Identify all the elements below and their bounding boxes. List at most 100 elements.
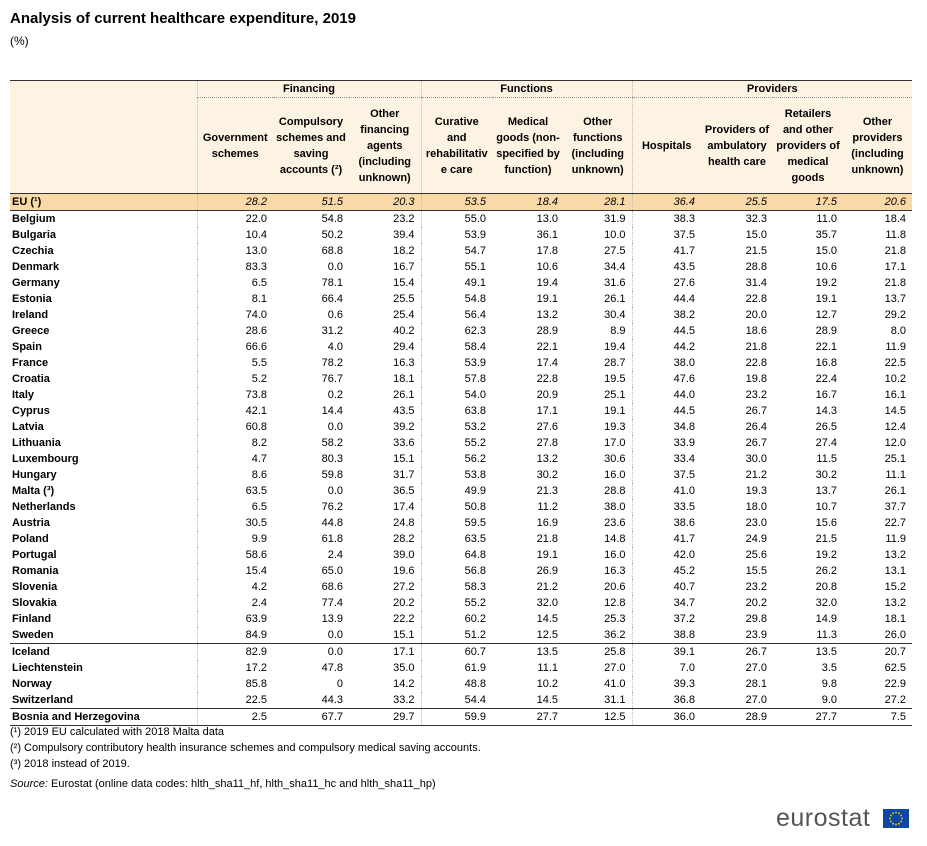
cell: 0.0	[327, 260, 343, 273]
cell: 21.8	[884, 276, 906, 289]
cell: 63.8	[420, 403, 492, 419]
cell: 15.2	[884, 580, 906, 593]
table-row: Latvia 60.8 0.0 39.2 53.2 27.6 19.3 34.8 26.4 26.…	[10, 419, 912, 435]
cell: 11.0	[773, 210, 843, 227]
cell: 84.9	[196, 627, 273, 644]
cell: 15.6	[815, 516, 837, 529]
column-header: Medical goods (non-specified by function…	[492, 97, 564, 194]
cell: 0.0	[327, 628, 343, 641]
cell: 19.3	[604, 420, 626, 433]
cell: 5.5	[196, 355, 273, 371]
cell: 31.6	[604, 276, 626, 289]
cell: 34.8	[631, 419, 701, 435]
cell: 19.1	[604, 404, 626, 417]
table-row: Luxembourg 4.7 80.3 15.1 56.2 13.2 30.6 33.4 30.…	[10, 451, 912, 467]
cell: 11.1	[885, 468, 906, 481]
cell: 80.3	[321, 452, 343, 465]
cell: 78.1	[321, 276, 343, 289]
cell: 22.8	[745, 292, 767, 305]
column-row: Government schemes Compulsory schemes and…	[10, 97, 912, 194]
row-label: Bulgaria	[12, 228, 57, 241]
cell: 32.3	[701, 210, 773, 227]
cell: 2.4	[327, 548, 343, 561]
cell: 28.9	[815, 324, 837, 337]
row-label: Ireland	[12, 308, 49, 321]
row-label: Lithuania	[12, 436, 61, 449]
cell: 30.4	[604, 308, 626, 321]
table-row: Malta (³) 63.5 0.0 36.5 49.9 21.3 28.8 41.0 19.3…	[10, 483, 912, 499]
cell: 26.2	[815, 564, 837, 577]
cell: 11.3	[816, 628, 837, 641]
table-row: Italy 73.8 0.2 26.1 54.0 20.9 25.1 44.0 23.2 16.7…	[10, 387, 912, 403]
column-header: Other providers (including unknown)	[843, 97, 912, 194]
cell: 82.9	[196, 643, 273, 660]
table-row: Bulgaria 10.4 50.2 39.4 53.9 36.1 10.0 37.5 15.0…	[10, 227, 912, 243]
cell: 25.1	[604, 388, 626, 401]
cell: 28.1	[564, 193, 632, 211]
cell: 26.9	[536, 564, 558, 577]
row-label: Latvia	[12, 420, 44, 433]
cell: 32.0	[536, 596, 558, 609]
cell: 18.1	[884, 612, 906, 625]
cell: 41.0	[631, 483, 701, 499]
cell: 53.8	[420, 467, 492, 483]
cell: 9.9	[196, 531, 273, 547]
cell: 15.5	[745, 564, 767, 577]
cell: 26.7	[745, 404, 767, 417]
cell: 6.5	[196, 499, 273, 515]
cell: 33.6	[393, 436, 415, 449]
cell: 31.4	[745, 276, 767, 289]
cell: 19.1	[815, 292, 837, 305]
cell: 23.6	[604, 516, 626, 529]
cell: 13.2	[536, 308, 558, 321]
cell: 25.5	[701, 193, 773, 211]
cell: 16.7	[815, 388, 837, 401]
cell: 28.6	[196, 323, 273, 339]
row-label: Hungary	[12, 468, 57, 481]
cell: 73.8	[196, 387, 273, 403]
table-row: EU (¹) 28.2 51.5 20.3 53.5 18.4 28.1 36.4 25.5 17…	[10, 193, 912, 211]
row-label: Denmark	[12, 260, 60, 273]
cell: 26.1	[604, 292, 626, 305]
row-label: Czechia	[12, 244, 54, 257]
cell: 13.2	[884, 596, 906, 609]
cell: 33.4	[631, 451, 701, 467]
table-row: Denmark 83.3 0.0 16.7 55.1 10.6 34.4 43.5 28.8 10…	[10, 259, 912, 275]
cell: 21.2	[536, 580, 558, 593]
cell: 18.6	[745, 324, 767, 337]
table-row: Cyprus 42.1 14.4 43.5 63.8 17.1 19.1 44.5 26.7 14…	[10, 403, 912, 419]
cell: 0.0	[273, 643, 349, 660]
cell: 44.5	[631, 323, 701, 339]
table-row: Netherlands 6.5 76.2 17.4 50.8 11.2 38.0 33.5 18…	[10, 499, 912, 515]
cell: 8.1	[196, 291, 273, 307]
cell: 58.2	[321, 436, 343, 449]
table-row: Norway 85.8 0 14.2 48.8 10.2 41.0 39.3 28.1 9.8 22…	[10, 676, 912, 692]
cell: 62.3	[420, 323, 492, 339]
cell: 41.7	[631, 243, 701, 259]
row-label: Slovakia	[12, 596, 57, 609]
cell: 40.7	[631, 579, 701, 595]
cell: 56.8	[420, 563, 492, 579]
cell: 44.5	[631, 403, 701, 419]
cell: 36.0	[631, 708, 701, 726]
cell: 50.2	[321, 228, 343, 241]
cell: 30.0	[745, 452, 767, 465]
cell: 10.2	[536, 677, 558, 690]
cell: 25.3	[604, 612, 626, 625]
cell: 10.0	[604, 228, 626, 241]
title: Analysis of current healthcare expenditu…	[10, 10, 356, 27]
cell: 17.2	[196, 660, 273, 676]
cell: 15.0	[745, 228, 767, 241]
cell: 21.5	[745, 244, 767, 257]
cell: 18.0	[745, 500, 767, 513]
cell: 38.8	[631, 627, 701, 644]
cell: 21.8	[745, 340, 767, 353]
table-row: France 5.5 78.2 16.3 53.9 17.4 28.7 38.0 22.8 16.…	[10, 355, 912, 371]
cell: 19.6	[393, 564, 415, 577]
table-row: Austria 30.5 44.8 24.8 59.5 16.9 23.6 38.6 23.0 1…	[10, 515, 912, 531]
cell: 28.9	[701, 708, 773, 726]
cell: 25.5	[393, 292, 415, 305]
cell: 59.8	[321, 468, 343, 481]
cell: 19.3	[745, 484, 767, 497]
column-header: Government schemes	[196, 97, 273, 194]
